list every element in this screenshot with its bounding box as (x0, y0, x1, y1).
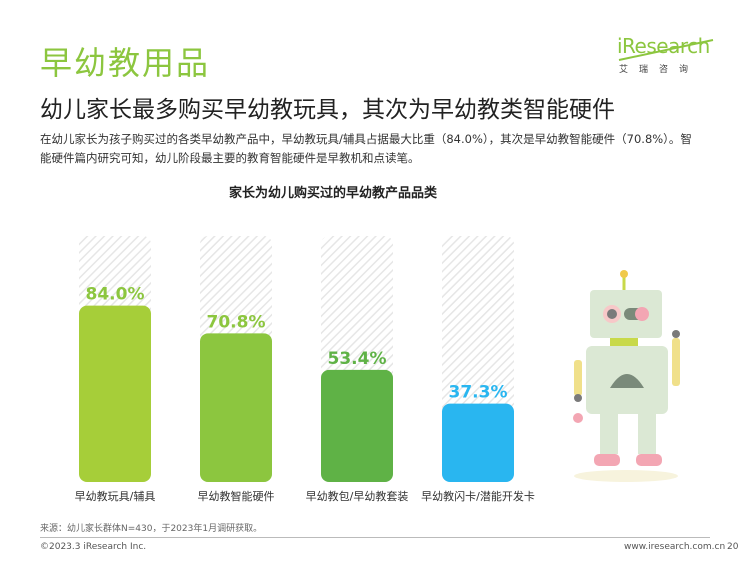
data-label: 37.3% (449, 383, 508, 403)
category-label: 早幼教玩具/辅具 (75, 489, 156, 503)
logo-swoosh-icon (618, 39, 714, 61)
category-label: 早幼教包/早幼教套装 (306, 490, 409, 503)
source-note: 来源：幼儿家长群体N=430，于2023年1月调研获取。 (40, 524, 263, 534)
website-link[interactable]: www.iresearch.com.cn (624, 542, 726, 552)
robot-illustration (573, 270, 680, 482)
category-label: 早幼教智能硬件 (198, 489, 275, 503)
category-label: 早幼教闪卡/潜能开发卡 (421, 489, 535, 503)
copyright: ©2023.3 iResearch Inc. (40, 542, 147, 552)
data-label: 84.0% (86, 285, 145, 305)
data-label: 53.4% (328, 349, 387, 369)
bars-layer: 84.0% 早幼教玩具/辅具 70.8% 早幼教智能硬件 53.4% 早幼教包/早幼教套装… (75, 236, 535, 503)
bar-chart: 家长为幼儿购买过的早幼教产品品类 84.0% 早幼教玩具/辅具 70.8% 早幼教智能… (75, 185, 535, 503)
headline: 幼儿家长最多购买早幼教玩具，其次为早幼教类智能硬件 (40, 97, 615, 123)
iresearch-logo: iResearch 艾瑞咨询 (617, 34, 717, 82)
bar (321, 369, 393, 482)
logo-wordmark: iResearch (617, 34, 710, 58)
logo-subtitle: 艾瑞咨询 (619, 65, 700, 75)
bar (442, 403, 514, 482)
data-label: 70.8% (207, 312, 266, 332)
section-title: 早幼教用品 (40, 44, 211, 82)
page-number: 20 (727, 542, 739, 552)
footer-divider (40, 537, 710, 538)
bar (79, 305, 151, 482)
chart-title: 家长为幼儿购买过的早幼教产品品类 (229, 185, 438, 201)
description: 在幼儿家长为孩子购买过的各类早幼教产品中，早幼教玩具/辅具占据最大比重（84.0… (40, 132, 692, 165)
bar (200, 333, 272, 482)
